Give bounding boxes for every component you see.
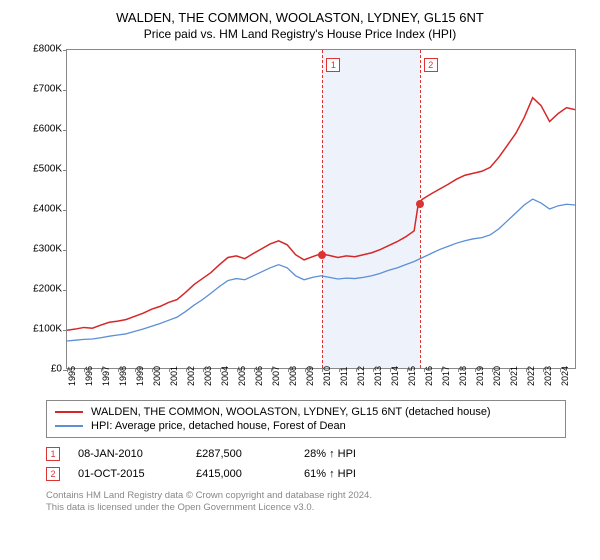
x-axis-label: 2010 (322, 366, 332, 386)
footer-line-2: This data is licensed under the Open Gov… (46, 502, 584, 514)
sale-point-dot (318, 251, 326, 259)
x-axis-label: 2021 (509, 366, 519, 386)
plot-region: 1219951996199719981999200020012002200320… (66, 49, 576, 369)
series-line-property (67, 98, 575, 331)
sale-pct: 61% ↑ HPI (304, 468, 404, 480)
legend-label: HPI: Average price, detached house, Fore… (91, 420, 346, 432)
x-axis-label: 2023 (543, 366, 553, 386)
legend-swatch (55, 411, 83, 413)
x-axis-label: 1999 (135, 366, 145, 386)
y-axis-label: £400K (20, 204, 62, 215)
x-axis-label: 2002 (186, 366, 196, 386)
y-axis-label: £100K (20, 324, 62, 335)
x-axis-label: 2013 (373, 366, 383, 386)
y-axis-label: £300K (20, 244, 62, 255)
footer-line-1: Contains HM Land Registry data © Crown c… (46, 490, 584, 502)
chart-container: WALDEN, THE COMMON, WOOLASTON, LYDNEY, G… (0, 0, 600, 560)
x-axis-label: 2024 (560, 366, 570, 386)
sale-row: 1 08-JAN-2010 £287,500 28% ↑ HPI (46, 444, 566, 464)
x-axis-label: 2016 (424, 366, 434, 386)
footer: Contains HM Land Registry data © Crown c… (46, 490, 584, 515)
y-axis-label: £700K (20, 84, 62, 95)
x-axis-label: 2007 (271, 366, 281, 386)
sale-date: 08-JAN-2010 (78, 448, 178, 460)
chart-title: WALDEN, THE COMMON, WOOLASTON, LYDNEY, G… (16, 10, 584, 25)
x-axis-label: 2019 (475, 366, 485, 386)
chart-area: 1 2 1995 1996 1997 1998 1999 2000 2001 2002 2003 20… (20, 49, 580, 394)
y-axis-label: £200K (20, 284, 62, 295)
sale-price: £415,000 (196, 468, 286, 480)
y-axis-label: £800K (20, 44, 62, 55)
y-axis-label: £500K (20, 164, 62, 175)
sale-date: 01-OCT-2015 (78, 468, 178, 480)
y-axis-label: £0 (20, 364, 62, 375)
x-axis-label: 2014 (390, 366, 400, 386)
x-axis-label: 1998 (118, 366, 128, 386)
x-axis-label: 2012 (356, 366, 366, 386)
x-axis-label: 2009 (305, 366, 315, 386)
x-axis-label: 2008 (288, 366, 298, 386)
x-axis-label: 2018 (458, 366, 468, 386)
series-line-hpi (67, 199, 575, 341)
sale-row-marker: 2 (46, 467, 60, 481)
x-axis-label: 2004 (220, 366, 230, 386)
legend-swatch (55, 425, 83, 427)
sales-table: 1 08-JAN-2010 £287,500 28% ↑ HPI 2 01-OCT-201… (46, 444, 566, 484)
legend-row: WALDEN, THE COMMON, WOOLASTON, LYDNEY, G… (55, 405, 557, 419)
chart-subtitle: Price paid vs. HM Land Registry's House … (16, 27, 584, 41)
sale-price: £287,500 (196, 448, 286, 460)
legend: WALDEN, THE COMMON, WOOLASTON, LYDNEY, G… (46, 400, 566, 438)
sale-row-marker: 1 (46, 447, 60, 461)
x-axis-label: 1997 (101, 366, 111, 386)
sale-pct: 28% ↑ HPI (304, 448, 404, 460)
x-axis-label: 2020 (492, 366, 502, 386)
sale-marker-box: 2 (424, 58, 438, 72)
x-axis-label: 2011 (339, 367, 349, 386)
x-axis-label: 2006 (254, 366, 264, 386)
sale-point-dot (416, 200, 424, 208)
x-axis-label: 2003 (203, 366, 213, 386)
x-axis-label: 1995 (67, 366, 77, 386)
sale-row: 2 01-OCT-2015 £415,000 61% ↑ HPI (46, 464, 566, 484)
x-axis-label: 2001 (169, 366, 179, 386)
line-svg (67, 50, 575, 368)
x-axis-label: 2022 (526, 366, 536, 386)
y-axis-label: £600K (20, 124, 62, 135)
x-axis-label: 2000 (152, 366, 162, 386)
x-axis-label: 2017 (441, 366, 451, 386)
x-axis-label: 2005 (237, 366, 247, 386)
x-axis-label: 1996 (84, 366, 94, 386)
x-axis-label: 2015 (407, 366, 417, 386)
legend-label: WALDEN, THE COMMON, WOOLASTON, LYDNEY, G… (91, 406, 491, 418)
legend-row: HPI: Average price, detached house, Fore… (55, 419, 557, 433)
sale-marker-box: 1 (326, 58, 340, 72)
